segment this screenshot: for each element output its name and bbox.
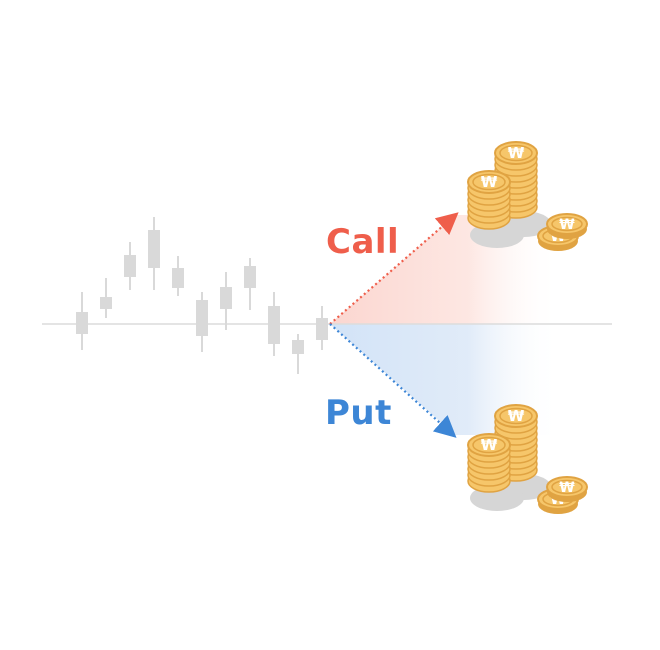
coin: ₩: [546, 213, 588, 239]
candle: [148, 217, 160, 290]
call-label: Call: [326, 222, 400, 262]
candle: [268, 292, 280, 356]
won-symbol: ₩: [508, 144, 525, 162]
won-symbol: ₩: [559, 480, 575, 496]
won-symbol: ₩: [481, 173, 498, 191]
call-arrow: [329, 212, 459, 325]
candlestick-chart: [76, 217, 328, 374]
coin-stack-icon: ₩₩₩₩: [467, 404, 588, 514]
candle: [196, 292, 208, 352]
coin: ₩: [546, 476, 588, 502]
candle: [220, 272, 232, 330]
coin-stack-icon: ₩₩₩₩: [467, 141, 588, 251]
won-symbol: ₩: [508, 407, 525, 425]
candle: [172, 256, 184, 296]
candle: [76, 292, 88, 350]
candle: [100, 278, 112, 318]
won-symbol: ₩: [481, 436, 498, 454]
won-symbol: ₩: [559, 217, 575, 233]
candle: [244, 258, 256, 310]
candle: [124, 242, 136, 290]
coin-stack: ₩: [467, 170, 524, 248]
put-label: Put: [325, 393, 392, 433]
coin-stack: ₩: [467, 433, 524, 511]
candle: [292, 334, 304, 374]
candle: [316, 306, 328, 350]
put-arrow: [329, 323, 457, 438]
